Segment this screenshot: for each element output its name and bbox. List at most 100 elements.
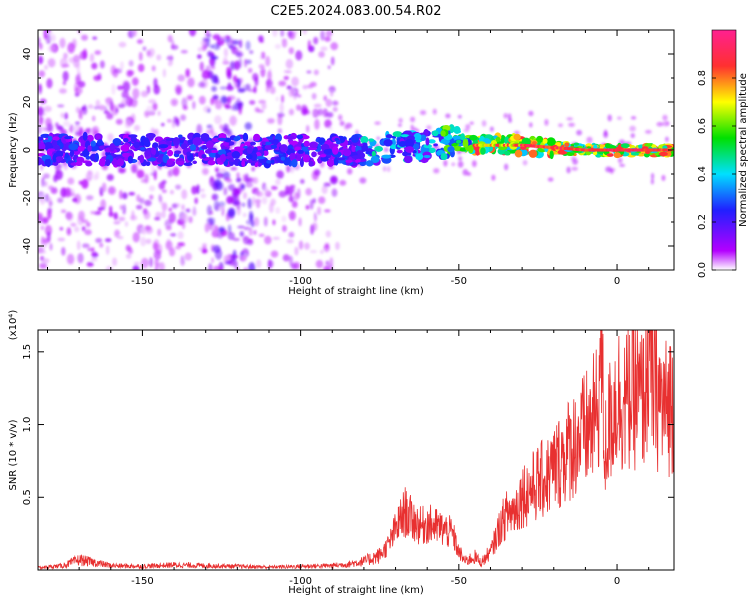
noise-blob: [144, 199, 152, 207]
noise-blob: [253, 199, 262, 203]
noise-blob: [200, 188, 205, 192]
noise-blob: [457, 114, 462, 119]
noise-blob: [129, 215, 138, 221]
ridge-blob: [231, 151, 241, 159]
noise-blob: [87, 170, 94, 176]
noise-blob: [230, 166, 238, 171]
noise-blob: [445, 113, 451, 119]
noise-blob: [465, 124, 471, 130]
noise-blob: [41, 177, 45, 188]
noise-blob: [285, 58, 294, 69]
ridge-blob: [447, 146, 455, 153]
noise-blob: [317, 108, 324, 116]
colorbar-tick-label: 0.0: [697, 262, 708, 278]
ridge-blob: [69, 149, 75, 158]
noise-blob: [275, 96, 279, 102]
ridge-blob: [142, 137, 150, 145]
noise-blob: [280, 94, 285, 103]
noise-blob: [219, 168, 227, 173]
ridge-blob: [207, 160, 216, 166]
x-tick-label: -100: [289, 576, 312, 587]
noise-blob: [374, 121, 381, 125]
noise-blob: [166, 118, 172, 123]
noise-blob: [243, 267, 249, 270]
ridge-blob: [500, 134, 506, 144]
ridge-blob: [404, 139, 415, 148]
noise-blob: [213, 265, 221, 270]
ridge-blob: [606, 153, 614, 157]
noise-blob: [221, 205, 225, 217]
noise-blob: [245, 40, 251, 51]
noise-blob: [258, 233, 265, 238]
ridge-blob: [564, 142, 570, 148]
noise-blob: [128, 247, 133, 255]
noise-blob: [121, 90, 129, 99]
noise-blob: [70, 222, 77, 227]
noise-blob: [115, 118, 123, 125]
ridge-blob: [599, 144, 606, 148]
noise-blob: [92, 115, 96, 122]
ridge-blob: [52, 154, 57, 163]
noise-blob: [38, 70, 46, 78]
noise-blob: [298, 240, 304, 250]
noise-blob: [339, 179, 347, 186]
noise-blob: [284, 69, 292, 74]
noise-blob: [227, 95, 236, 101]
noise-blob: [87, 247, 95, 252]
noise-blob: [318, 196, 326, 204]
noise-blob: [153, 128, 159, 136]
noise-blob: [309, 250, 318, 254]
noise-blob: [226, 195, 234, 205]
noise-blob: [157, 110, 161, 116]
noise-blob: [265, 84, 270, 93]
noise-blob: [130, 163, 138, 174]
x-tick-label: 0: [614, 576, 620, 587]
ridge-blob: [273, 140, 278, 146]
noise-blob: [181, 219, 186, 230]
noise-blob: [148, 99, 157, 104]
noise-blob: [503, 163, 509, 171]
ridge-blob: [291, 158, 298, 168]
ridge-blob: [209, 149, 219, 153]
noise-blob: [177, 74, 186, 82]
noise-blob: [158, 181, 166, 190]
ridge-blob: [549, 150, 554, 160]
noise-blob: [260, 51, 266, 60]
ridge-blob: [51, 139, 58, 147]
ridge-blob: [279, 144, 288, 153]
colorbar-tick-label: 0.2: [697, 214, 708, 230]
noise-blob: [140, 90, 149, 98]
ridge-blob: [504, 136, 510, 145]
noise-blob: [432, 108, 437, 115]
noise-blob: [331, 177, 337, 182]
ridge-blob: [244, 141, 253, 146]
ridge-blob: [381, 154, 392, 159]
ridge-blob: [383, 139, 393, 147]
ridge-blob: [80, 139, 85, 149]
noise-blob: [92, 36, 98, 40]
noise-blob: [211, 257, 215, 264]
noise-blob: [287, 30, 293, 37]
noise-blob: [44, 224, 53, 236]
noise-blob: [617, 116, 622, 120]
noise-blob: [630, 116, 637, 120]
ridge-blob: [68, 143, 79, 151]
ridge-blob: [144, 150, 151, 157]
noise-blob: [251, 166, 255, 172]
noise-blob: [265, 55, 271, 67]
noise-blob: [305, 187, 312, 196]
noise-blob: [47, 58, 56, 68]
noise-blob: [206, 37, 211, 48]
noise-blob: [245, 182, 254, 188]
noise-blob: [139, 197, 145, 204]
noise-blob: [451, 162, 455, 166]
ridge-blob: [87, 145, 92, 152]
noise-blob: [175, 245, 182, 250]
noise-blob: [288, 231, 295, 238]
noise-blob: [81, 34, 89, 41]
ridge-blob: [192, 160, 198, 165]
ridge-blob: [469, 134, 478, 141]
ridge-blob: [166, 158, 173, 166]
noise-blob: [122, 192, 128, 200]
noise-blob: [38, 124, 42, 135]
